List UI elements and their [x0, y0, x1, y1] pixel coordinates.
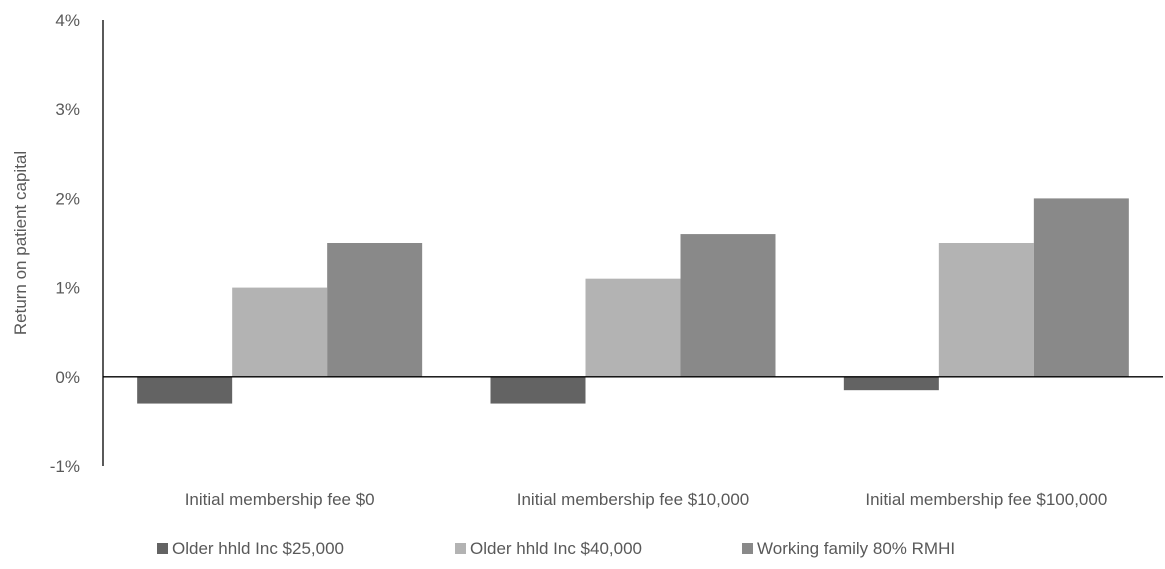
y-tick-label: 1% — [55, 279, 80, 298]
bar — [938, 243, 1034, 377]
legend-label: Older hhld Inc $25,000 — [172, 539, 344, 558]
bar — [585, 278, 681, 377]
legend-label: Working family 80% RMHI — [757, 539, 955, 558]
legend-swatch — [157, 543, 168, 554]
y-axis-title: Return on patient capital — [11, 151, 30, 335]
bar — [232, 287, 328, 377]
y-tick-label: 0% — [55, 368, 80, 387]
bar — [490, 376, 586, 404]
bar — [1033, 198, 1129, 377]
y-tick-label: 4% — [55, 11, 80, 30]
legend-item: Older hhld Inc $25,000 — [157, 539, 344, 558]
legend-swatch — [742, 543, 753, 554]
y-tick-label: 2% — [55, 189, 80, 208]
bar — [843, 376, 939, 391]
y-axis: -1% 0% 1% 2% 3% 4% — [50, 11, 104, 476]
legend-item: Working family 80% RMHI — [742, 539, 955, 558]
category-label: Initial membership fee $0 — [185, 490, 375, 509]
legend-label: Older hhld Inc $40,000 — [470, 539, 642, 558]
category-label: Initial membership fee $100,000 — [865, 490, 1107, 509]
bar — [137, 376, 233, 404]
legend-swatch — [455, 543, 466, 554]
y-tick-label: -1% — [50, 457, 80, 476]
bars — [137, 198, 1129, 404]
bar — [327, 243, 423, 377]
y-tick-label: 3% — [55, 100, 80, 119]
legend: Older hhld Inc $25,000 Older hhld Inc $40… — [157, 539, 955, 558]
category-labels: Initial membership fee $0 Initial members… — [185, 490, 1108, 509]
category-label: Initial membership fee $10,000 — [517, 490, 749, 509]
bar — [680, 234, 776, 377]
legend-item: Older hhld Inc $40,000 — [455, 539, 642, 558]
